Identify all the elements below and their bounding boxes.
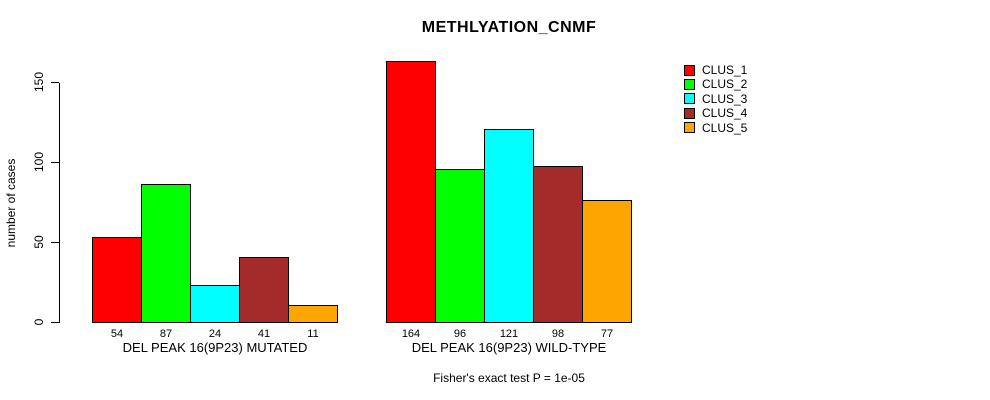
bar-value-label: 24: [208, 328, 222, 340]
legend-item: CLUS_1: [684, 63, 747, 77]
group-label: DEL PEAK 16(9P23) MUTATED: [122, 340, 308, 355]
bar-value-label: 87: [159, 328, 173, 340]
bar-clus_2-group2: [435, 169, 485, 323]
legend-item: CLUS_2: [684, 77, 747, 91]
bar-value-label: 164: [401, 328, 421, 340]
y-axis-tick-label: 0: [32, 318, 46, 326]
fisher-test-note: Fisher's exact test P = 1e-05: [433, 371, 585, 385]
legend-swatch-icon: [684, 107, 695, 119]
group-label: DEL PEAK 16(9P23) WILD-TYPE: [411, 340, 607, 355]
legend-swatch-icon: [684, 93, 695, 105]
bar-clus_1-group2: [386, 61, 436, 323]
y-axis-tick: [51, 82, 59, 83]
y-axis-tick-label: 50: [32, 235, 46, 249]
y-axis-tick-label: 150: [32, 71, 46, 93]
y-axis-line: [59, 83, 60, 323]
y-axis-tick-label: 100: [32, 151, 46, 173]
legend-label: CLUS_4: [702, 106, 748, 121]
bar-value-label: 96: [453, 328, 467, 340]
legend-label: CLUS_1: [702, 63, 748, 77]
legend-item: CLUS_4: [684, 106, 747, 120]
bar-value-label: 77: [600, 328, 614, 340]
bar-value-label: 41: [257, 328, 271, 340]
legend-swatch-icon: [684, 78, 695, 90]
y-axis-label: number of cases: [4, 158, 18, 248]
y-axis-tick: [51, 242, 59, 243]
legend-swatch-icon: [684, 64, 695, 76]
bar-value-label: 11: [307, 328, 319, 340]
bar-clus_3-group1: [190, 285, 240, 323]
bar-value-label: 98: [551, 328, 565, 340]
bar-clus_5-group2: [582, 200, 632, 323]
legend-item: CLUS_3: [684, 92, 747, 106]
legend-label: CLUS_3: [702, 91, 748, 106]
bar-clus_1-group1: [92, 237, 142, 323]
bar-clus_3-group2: [484, 129, 534, 323]
y-axis-tick: [51, 162, 59, 163]
bar-clus_4-group1: [239, 257, 289, 323]
bar-clus_5-group1: [288, 305, 338, 323]
chart-title: METHLYATION_CNMF: [421, 19, 597, 36]
legend-swatch-icon: [684, 122, 695, 134]
y-axis-tick: [51, 322, 59, 323]
legend-item: CLUS_5: [684, 121, 747, 135]
bar-clus_4-group2: [533, 166, 583, 323]
legend-label: CLUS_2: [702, 77, 748, 92]
bar-clus_2-group1: [141, 184, 191, 323]
legend-label: CLUS_5: [702, 120, 748, 135]
bar-value-label: 54: [110, 328, 124, 340]
bar-value-label: 121: [499, 328, 519, 340]
